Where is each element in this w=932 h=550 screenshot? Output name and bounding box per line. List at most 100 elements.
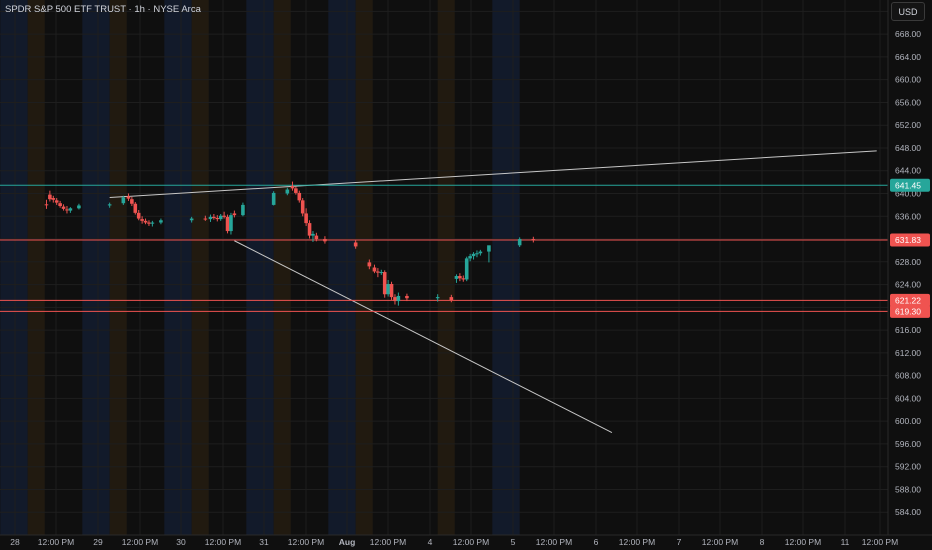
candle-body	[389, 284, 394, 298]
time-axis-background	[0, 535, 932, 550]
candle-body	[271, 192, 276, 205]
price-tick-label: 616.00	[895, 325, 921, 335]
price-tick-label: 584.00	[895, 507, 921, 517]
candle-body	[147, 222, 151, 224]
time-tick-label: 12:00 PM	[702, 537, 738, 547]
price-tick-label: 644.00	[895, 166, 921, 176]
time-tick-label: 4	[428, 537, 433, 547]
time-tick-label: 12:00 PM	[862, 537, 898, 547]
time-tick-label: 12:00 PM	[370, 537, 406, 547]
candle-body	[461, 278, 466, 280]
candle-body	[44, 204, 49, 206]
price-tick-label: 648.00	[895, 143, 921, 153]
candle-body	[454, 276, 459, 279]
candle-body	[61, 206, 66, 209]
symbol-title: SPDR S&P 500 ETF TRUST · 1h · NYSE Arca	[5, 4, 201, 15]
candle-body	[285, 189, 290, 194]
candle-body	[367, 262, 372, 267]
price-tick-label: 624.00	[895, 280, 921, 290]
price-tick-label: 640.00	[895, 189, 921, 199]
candle-body	[222, 215, 226, 217]
candle-body	[311, 233, 315, 236]
time-tick-label: 11	[841, 537, 850, 547]
candle-body	[475, 253, 479, 255]
price-tick-label: 608.00	[895, 371, 921, 381]
candle-body	[294, 188, 298, 193]
candle-body	[126, 196, 131, 199]
candle-body	[323, 239, 327, 242]
price-tick-label: 664.00	[895, 52, 921, 62]
candle-body	[54, 200, 59, 203]
candle-body	[464, 258, 469, 280]
candle-body	[300, 200, 305, 214]
price-tick-label: 668.00	[895, 29, 921, 39]
candle-body	[405, 295, 409, 299]
price-line-badge	[890, 233, 930, 247]
candle-body	[478, 251, 483, 254]
candle-body	[487, 245, 491, 252]
candle-body	[241, 204, 245, 216]
candle-body	[65, 209, 69, 211]
candle-body	[314, 235, 319, 240]
session-band	[273, 0, 291, 535]
candle-body	[531, 239, 536, 241]
session-band	[492, 0, 520, 535]
candle-body	[382, 272, 387, 295]
price-tick-label: 600.00	[895, 416, 921, 426]
time-tick-label: 12:00 PM	[536, 537, 572, 547]
time-tick-label: 12:00 PM	[785, 537, 821, 547]
time-tick-label: 6	[594, 537, 599, 547]
candle-body	[215, 217, 220, 220]
candle-body	[458, 276, 462, 279]
session-band	[82, 0, 110, 535]
session-band	[246, 0, 274, 535]
candle-body	[372, 267, 377, 272]
candle-body	[140, 219, 144, 221]
candle-body	[150, 222, 155, 224]
price-line-badge-label: 641.45	[895, 180, 921, 190]
time-tick-label: 12:00 PM	[38, 537, 74, 547]
candle-body	[379, 272, 384, 274]
candle-body	[297, 192, 302, 201]
time-tick-label: 28	[10, 537, 20, 547]
price-line-badge	[890, 293, 930, 307]
price-tick-label: 652.00	[895, 120, 921, 130]
trendline	[109, 150, 877, 198]
candle-body	[212, 216, 216, 218]
candle-body	[435, 297, 440, 299]
time-tick-label: 12:00 PM	[453, 537, 489, 547]
candle-body	[468, 256, 472, 259]
candle-body	[51, 198, 56, 200]
price-axis-background	[888, 0, 932, 550]
candle-body	[290, 186, 295, 189]
candle-body	[449, 297, 454, 301]
candle-body	[376, 271, 380, 273]
price-tick-label: 588.00	[895, 484, 921, 494]
candle-body	[136, 212, 141, 219]
currency-button[interactable]: USD	[891, 2, 925, 21]
candle-body	[48, 194, 52, 200]
time-tick-label: 5	[511, 537, 516, 547]
session-band	[109, 0, 127, 535]
candle-body	[159, 220, 163, 223]
candle-body	[386, 284, 390, 295]
price-tick-label: 660.00	[895, 75, 921, 85]
time-tick-label: 12:00 PM	[122, 537, 158, 547]
candle-body	[208, 216, 213, 220]
time-tick-label: Aug	[339, 537, 356, 547]
candle-body	[304, 213, 308, 224]
candle-body	[396, 295, 401, 302]
candle-body	[133, 203, 138, 213]
session-band	[191, 0, 209, 535]
time-tick-label: 12:00 PM	[619, 537, 655, 547]
candle-body	[203, 218, 208, 220]
price-line-badge	[890, 178, 930, 192]
candle-body	[353, 242, 358, 247]
candle-body	[143, 220, 148, 223]
candle-body	[77, 205, 81, 209]
candle-body	[229, 215, 233, 232]
time-tick-label: 7	[677, 537, 682, 547]
candle-body	[471, 253, 476, 257]
